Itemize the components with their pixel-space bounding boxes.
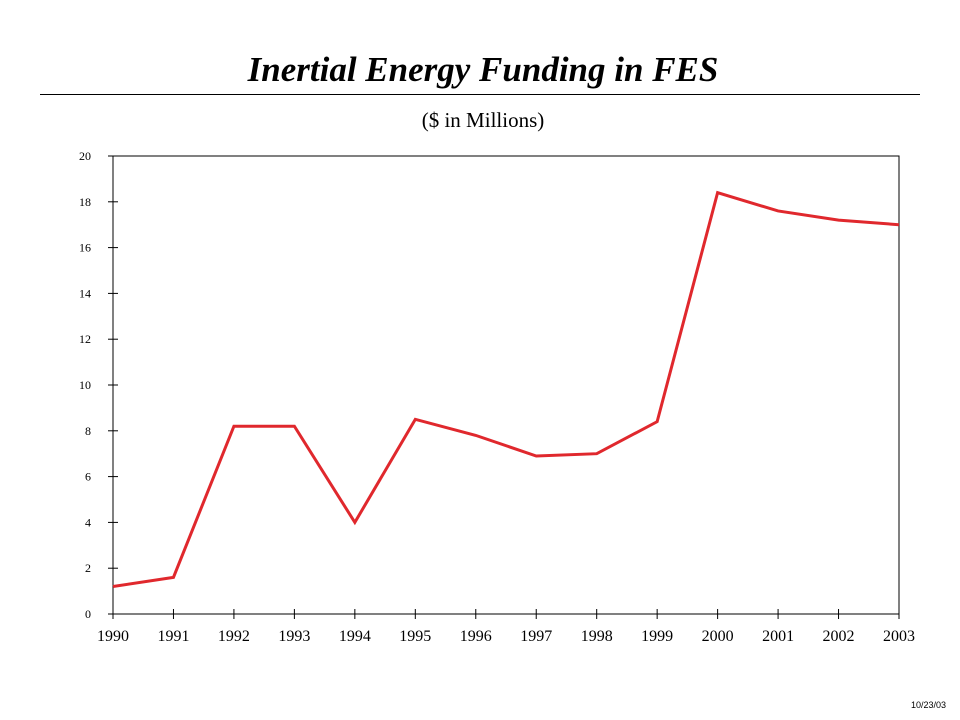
y-tick-label: 18: [79, 195, 91, 209]
y-tick-label: 10: [79, 378, 91, 392]
y-tick-label: 14: [79, 286, 91, 300]
title-divider: [40, 94, 920, 95]
x-tick-label: 1996: [460, 628, 492, 645]
x-tick-label: 1997: [520, 628, 552, 645]
series-line: [112, 190, 900, 589]
x-tick-label: 1994: [339, 628, 371, 645]
y-tick-label: 6: [85, 470, 91, 484]
y-tick-label: 8: [85, 424, 91, 438]
x-tick-label: 1992: [218, 628, 250, 645]
x-tick-label: 2001: [762, 628, 794, 645]
y-axis: 0 2 4 6 8 10 12 14 16 18 20: [79, 149, 118, 621]
x-tick-label: 1995: [399, 628, 431, 645]
y-tick-label: 2: [85, 561, 91, 575]
x-tick-label: 2000: [702, 628, 734, 645]
plot-border: [112, 155, 900, 615]
x-tick-label: 2003: [883, 628, 915, 645]
y-tick-label: 0: [85, 607, 91, 621]
y-tick-label: 4: [85, 515, 91, 529]
x-tick-label: 1999: [641, 628, 673, 645]
x-tick-label: 1998: [581, 628, 613, 645]
y-tick-label: 16: [79, 241, 91, 255]
x-tick-label: 1990: [97, 628, 129, 645]
x-tick-label: 1991: [157, 628, 189, 645]
x-tick-label: 1993: [278, 628, 310, 645]
series-layer: [112, 190, 900, 589]
footer-date: 10/23/03: [910, 700, 946, 710]
plot-frame: [112, 155, 900, 615]
x-tick-label: 2002: [823, 628, 855, 645]
chart-title: Inertial Energy Funding in FES: [247, 50, 719, 89]
chart-subtitle: ($ in Millions): [421, 108, 545, 132]
y-tick-label: 12: [79, 332, 91, 346]
x-axis: 1990 1991 1992 1993 1994 1995 1996 1997 1998 1999…: [97, 609, 915, 645]
y-tick-label: 20: [79, 149, 91, 163]
